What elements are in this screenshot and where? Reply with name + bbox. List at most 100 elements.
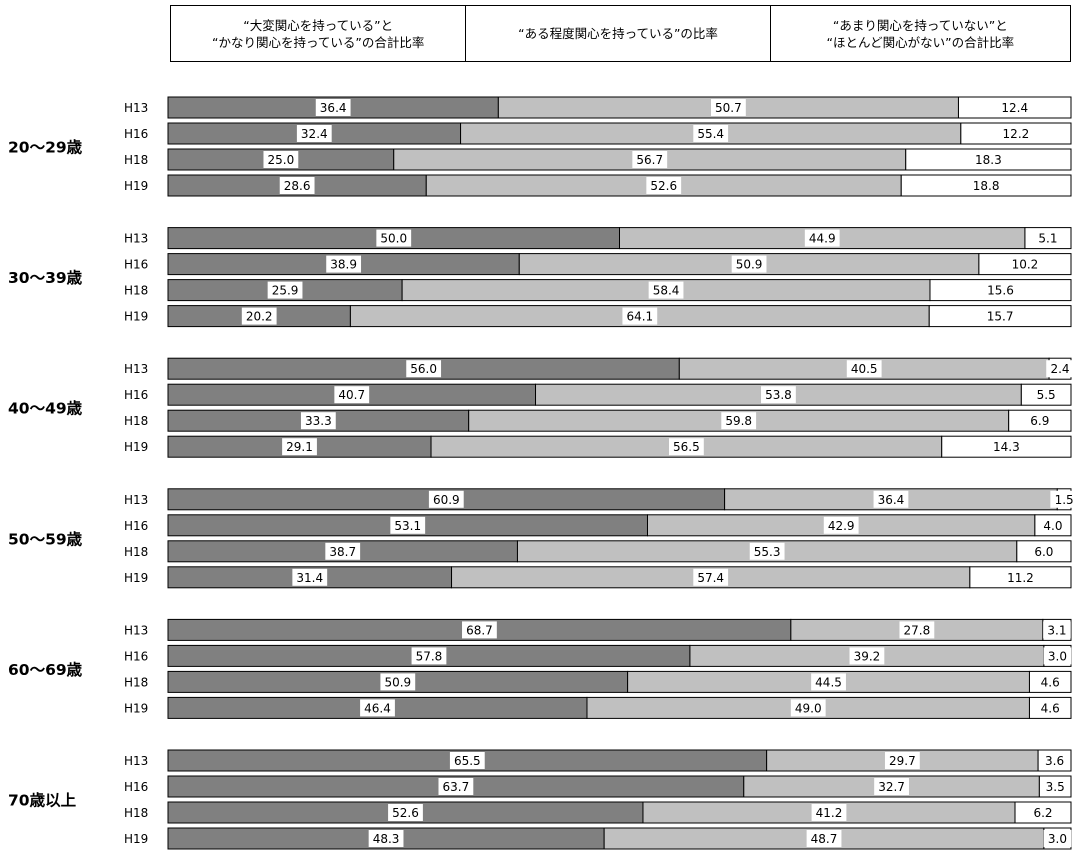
data-label-bg	[1043, 830, 1072, 847]
year-label: H13	[124, 362, 148, 376]
year-label: H16	[124, 258, 148, 272]
data-label-low: 3.1	[1047, 623, 1066, 637]
data-label-low: 2.4	[1050, 362, 1069, 376]
data-label-bg	[873, 490, 909, 508]
data-label-bg	[761, 386, 796, 404]
data-label-bg	[1043, 647, 1072, 665]
data-label-bg	[360, 699, 395, 717]
data-label-mid: 55.3	[754, 545, 781, 559]
data-label-mid: 58.4	[653, 284, 680, 298]
data-label-low: 5.5	[1037, 388, 1056, 402]
data-label-bg	[267, 281, 303, 299]
legend-high-line-1: “大変関心を持っている”と	[243, 17, 394, 33]
data-label-high: 53.1	[394, 519, 421, 533]
data-label-low: 14.3	[993, 440, 1020, 454]
data-label-bg	[982, 307, 1018, 325]
data-label-high: 50.0	[380, 232, 407, 246]
data-label-low: 3.0	[1048, 649, 1067, 663]
year-label: H18	[124, 414, 148, 428]
data-label-mid: 56.7	[636, 153, 663, 167]
year-label: H13	[124, 754, 148, 768]
data-label-bg	[1003, 568, 1038, 586]
age-group-label: 70歳以上	[8, 791, 77, 810]
data-label-bg	[376, 229, 412, 247]
data-label-bg	[1036, 699, 1065, 717]
data-label-mid: 39.2	[854, 649, 881, 663]
data-label-bg	[668, 438, 704, 456]
data-label-bg	[292, 568, 328, 586]
data-label-mid: 50.9	[736, 258, 763, 272]
data-label-low: 6.9	[1030, 414, 1049, 428]
data-label-mid: 59.8	[725, 414, 752, 428]
data-label-mid: 44.9	[809, 232, 836, 246]
data-label-mid: 52.6	[650, 179, 677, 193]
data-label-bg	[241, 307, 277, 325]
data-label-bg	[731, 255, 767, 273]
data-label-bg	[368, 830, 404, 847]
data-label-bg	[325, 542, 361, 560]
data-label-low: 12.4	[1001, 101, 1028, 115]
data-label-mid: 53.8	[765, 388, 792, 402]
data-label-mid: 55.4	[697, 127, 724, 141]
data-label-high: 20.2	[246, 310, 273, 324]
data-label-high: 46.4	[364, 701, 391, 715]
data-label-bg	[998, 125, 1034, 142]
data-label-bg	[449, 752, 485, 769]
data-label-low: 3.6	[1045, 754, 1064, 768]
data-label-low: 5.1	[1038, 232, 1057, 246]
legend-low-line-2: “ほとんど関心がない”の合計比率	[826, 34, 1015, 50]
data-label-bg	[968, 177, 1004, 194]
data-label-bg	[811, 673, 846, 691]
data-label-bg	[296, 125, 332, 142]
data-label-bg	[390, 516, 426, 534]
data-label-high: 28.6	[284, 179, 311, 193]
data-label-high: 52.6	[392, 806, 419, 820]
data-label-bg	[693, 568, 729, 586]
data-label-mid: 49.0	[795, 701, 822, 715]
year-label: H13	[124, 101, 148, 115]
data-label-bg	[411, 647, 447, 665]
data-label-bg	[462, 621, 497, 639]
data-label-bg	[1041, 778, 1069, 795]
age-group-label: 40～49歳	[8, 399, 83, 418]
data-label-mid: 36.4	[878, 493, 905, 507]
year-label: H16	[124, 388, 148, 402]
data-label-bg	[1030, 542, 1058, 560]
year-label: H18	[124, 675, 148, 689]
year-label: H19	[124, 832, 148, 846]
data-label-bg	[326, 255, 362, 273]
data-label-high: 32.4	[301, 127, 328, 141]
data-label-bg	[693, 125, 729, 142]
data-label-bg	[1039, 516, 1067, 534]
data-label-low: 15.6	[987, 284, 1014, 298]
age-group-label: 50～59歳	[8, 529, 83, 548]
data-label-high: 57.8	[416, 649, 443, 663]
year-label: H16	[124, 127, 148, 141]
data-label-bg	[632, 151, 668, 168]
data-label-mid: 64.1	[626, 310, 653, 324]
data-label-bg	[988, 438, 1024, 456]
age-group-label: 30～39歳	[8, 268, 83, 287]
data-label-bg	[874, 778, 909, 795]
data-label-bg	[749, 542, 785, 560]
year-label: H16	[124, 519, 148, 533]
data-label-high: 29.1	[286, 440, 313, 454]
data-label-mid: 40.5	[851, 362, 878, 376]
data-label-bg	[388, 804, 423, 821]
data-label-high: 36.4	[320, 101, 347, 115]
data-label-low: 10.2	[1012, 258, 1039, 272]
data-label-low: 18.3	[975, 153, 1002, 167]
chart-legend: “大変関心を持っている”と “かなり関心を持っている”の合計比率 “ある程度関心…	[170, 5, 1071, 62]
data-label-high: 25.9	[272, 284, 299, 298]
data-label-bg	[1043, 621, 1071, 639]
data-label-low: 3.0	[1048, 832, 1067, 846]
data-label-bg	[811, 804, 847, 821]
year-label: H19	[124, 440, 148, 454]
data-label-bg	[849, 647, 885, 665]
data-label-bg	[438, 778, 474, 795]
data-label-bg	[970, 151, 1006, 168]
data-label-bg	[380, 673, 416, 691]
year-label: H19	[124, 701, 148, 715]
data-label-bg	[823, 516, 859, 534]
